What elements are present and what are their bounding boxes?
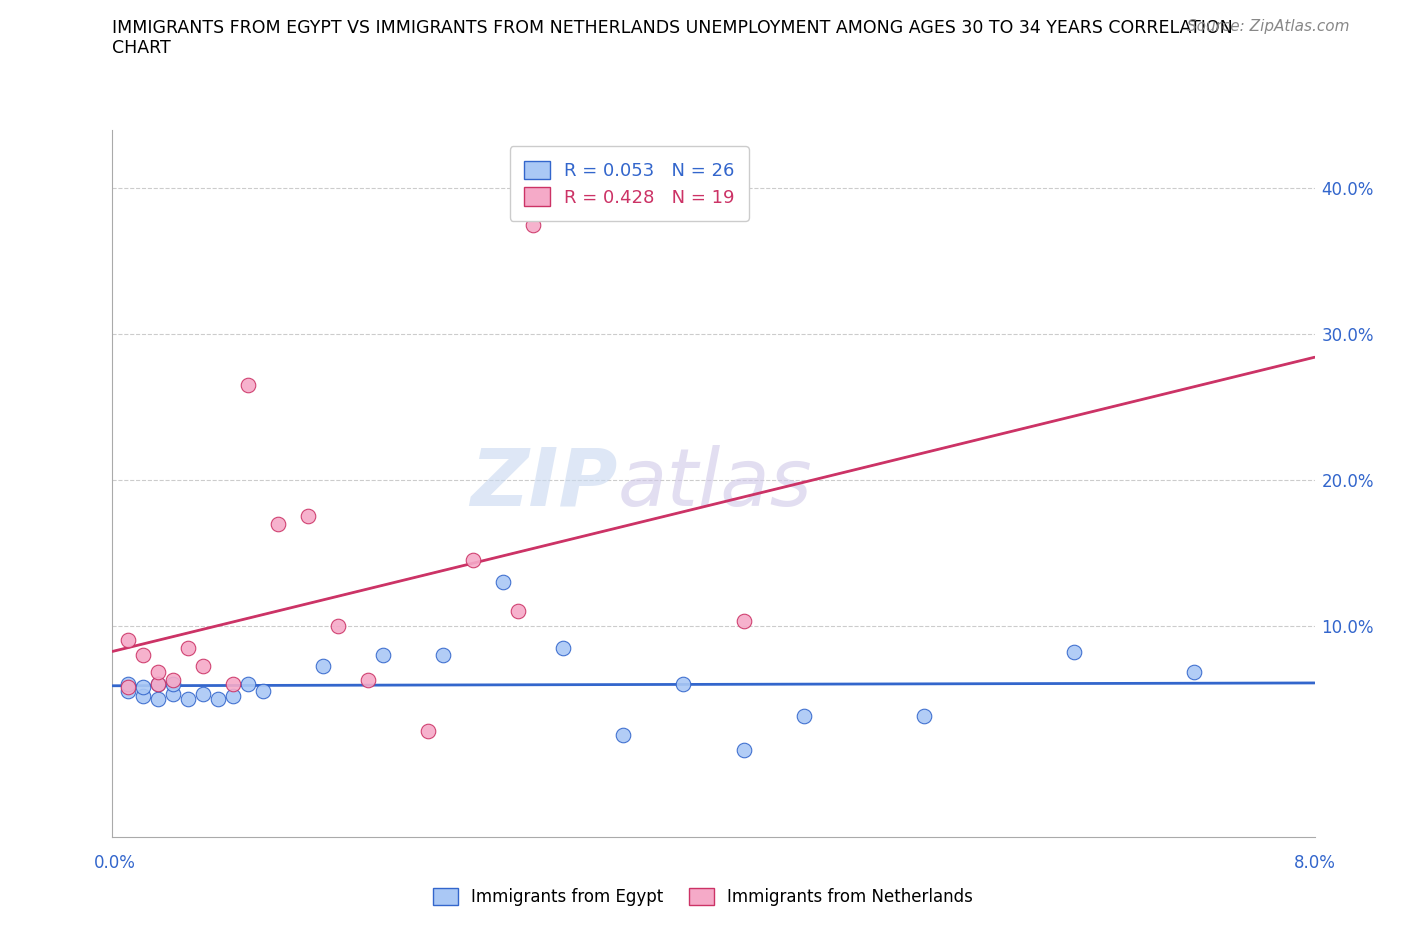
Text: 8.0%: 8.0% [1294,854,1336,872]
Point [236,676,259,691]
Point [191,659,214,674]
Point [117,676,139,691]
Point [312,659,335,674]
Point [117,680,139,695]
Point [1063,644,1085,659]
Point [146,665,169,680]
Point [176,640,198,655]
Point [357,672,380,687]
Point [267,516,290,531]
Point [508,604,530,618]
Point [131,647,153,662]
Point [176,691,198,706]
Text: IMMIGRANTS FROM EGYPT VS IMMIGRANTS FROM NETHERLANDS UNEMPLOYMENT AMONG AGES 30 : IMMIGRANTS FROM EGYPT VS IMMIGRANTS FROM… [112,19,1233,58]
Text: 0.0%: 0.0% [94,854,136,872]
Point [222,676,245,691]
Text: atlas: atlas [617,445,813,523]
Legend: R = 0.053   N = 26, R = 0.428   N = 19: R = 0.053 N = 26, R = 0.428 N = 19 [510,146,749,221]
Point [793,709,815,724]
Text: ZIP: ZIP [470,445,617,523]
Point [117,684,139,698]
Point [222,688,245,703]
Point [733,742,755,757]
Point [131,688,153,703]
Text: Source: ZipAtlas.com: Source: ZipAtlas.com [1187,19,1350,33]
Point [131,680,153,695]
Point [162,672,184,687]
Point [252,684,274,698]
Point [297,509,319,524]
Point [371,647,394,662]
Legend: Immigrants from Egypt, Immigrants from Netherlands: Immigrants from Egypt, Immigrants from N… [426,881,980,912]
Point [207,691,229,706]
Point [432,647,454,662]
Point [326,618,349,633]
Point [191,686,214,701]
Point [912,709,935,724]
Point [146,676,169,691]
Point [162,676,184,691]
Point [733,614,755,629]
Point [553,640,575,655]
Point [146,691,169,706]
Point [461,552,484,567]
Point [146,676,169,691]
Point [1182,665,1205,680]
Point [522,218,544,232]
Point [492,575,515,590]
Point [416,724,439,738]
Point [236,378,259,392]
Point [117,632,139,647]
Point [672,676,695,691]
Point [612,727,634,742]
Point [162,686,184,701]
